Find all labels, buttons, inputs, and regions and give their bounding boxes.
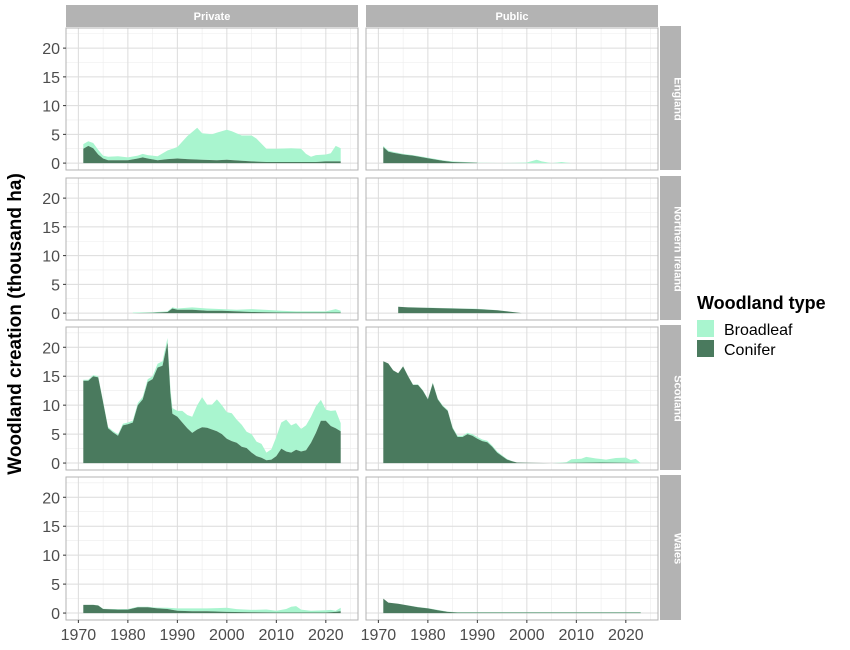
y-tick-label: 20	[42, 340, 60, 357]
column-strip	[366, 5, 658, 27]
x-tick-label: 2000	[209, 627, 245, 644]
y-tick-label: 5	[51, 427, 60, 444]
y-tick-label: 10	[42, 249, 60, 266]
panel-private-england	[65, 27, 359, 171]
panel-border	[65, 27, 359, 171]
panel-background	[366, 477, 658, 620]
legend-title: Woodland type	[697, 293, 826, 313]
x-tick-label: 1990	[160, 627, 196, 644]
y-tick-label: 0	[51, 306, 60, 323]
panel-border	[65, 177, 359, 321]
panel-public-northern-ireland	[365, 177, 659, 321]
panel-border	[65, 326, 359, 471]
legend-key-broadleaf	[697, 320, 714, 337]
x-tick-label: 2010	[559, 627, 595, 644]
x-tick-label: 1970	[61, 627, 97, 644]
area-conifer	[383, 147, 478, 164]
area-conifer	[383, 598, 641, 614]
panel-background	[366, 28, 658, 170]
panel-background	[366, 178, 658, 320]
y-tick-label: 15	[42, 369, 60, 386]
row-strip	[660, 26, 681, 170]
area-conifer	[398, 306, 522, 314]
area-conifer	[83, 604, 341, 614]
y-tick-label: 15	[42, 220, 60, 237]
x-tick-label: 1980	[110, 627, 146, 644]
panel-border	[365, 326, 659, 471]
y-axis-title: Woodland creation (thousand ha)	[5, 173, 26, 475]
column-strip	[66, 5, 358, 27]
panel-private-scotland	[65, 326, 359, 471]
y-tick-label: 20	[42, 191, 60, 208]
panel-border	[365, 476, 659, 621]
y-tick-label: 10	[42, 99, 60, 116]
y-tick-label: 0	[51, 606, 60, 623]
row-strip-label: England	[672, 77, 684, 120]
legend-label-broadleaf: Broadleaf	[724, 322, 793, 339]
x-tick-label: 1970	[361, 627, 397, 644]
area-broadleaf	[132, 307, 341, 314]
x-tick-label: 2020	[608, 627, 644, 644]
panel-background	[66, 477, 358, 620]
area-broadleaf	[398, 306, 522, 314]
y-tick-label: 10	[42, 398, 60, 415]
row-strip-label: Northern Ireland	[672, 206, 684, 292]
x-tick-label: 2000	[509, 627, 545, 644]
y-tick-label: 10	[42, 548, 60, 565]
x-tick-label: 1980	[410, 627, 446, 644]
panel-border	[365, 27, 659, 171]
panel-border	[365, 177, 659, 321]
y-tick-label: 15	[42, 70, 60, 87]
row-strip	[660, 325, 681, 470]
row-strip-label: Wales	[672, 533, 684, 564]
y-tick-label: 15	[42, 519, 60, 536]
area-conifer	[83, 145, 341, 164]
x-tick-label: 2010	[259, 627, 295, 644]
panel-public-scotland	[365, 326, 659, 471]
x-tick-label: 1990	[460, 627, 496, 644]
panel-border	[65, 476, 359, 621]
column-strip-label: Private	[194, 11, 231, 23]
y-tick-label: 20	[42, 41, 60, 58]
y-tick-label: 20	[42, 490, 60, 507]
area-broadleaf	[83, 604, 341, 613]
y-tick-label: 0	[51, 156, 60, 173]
area-conifer	[132, 308, 341, 314]
panel-public-england	[365, 27, 659, 171]
panel-background	[66, 178, 358, 320]
y-tick-label: 5	[51, 577, 60, 594]
panel-public-wales	[365, 476, 659, 621]
panel-private-wales	[65, 476, 359, 621]
row-strip	[660, 176, 681, 320]
legend-key-conifer	[697, 340, 714, 357]
column-strip-label: Public	[495, 11, 528, 23]
area-conifer	[383, 361, 641, 464]
y-tick-label: 5	[51, 277, 60, 294]
area-broadleaf	[83, 127, 341, 162]
row-strip	[660, 475, 681, 620]
row-strip-label: Scotland	[672, 375, 684, 421]
area-conifer	[83, 342, 341, 464]
legend: Woodland type Broadleaf Conifer	[697, 293, 826, 359]
y-tick-label: 5	[51, 127, 60, 144]
panel-private-northern-ireland	[65, 177, 359, 321]
y-tick-label: 0	[51, 456, 60, 473]
legend-label-conifer: Conifer	[724, 342, 776, 359]
x-tick-label: 2020	[308, 627, 344, 644]
